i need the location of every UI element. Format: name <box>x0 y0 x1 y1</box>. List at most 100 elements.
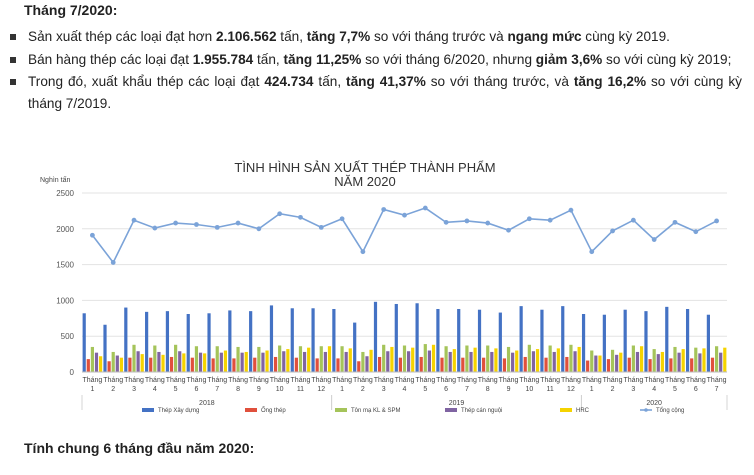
bar <box>656 354 660 372</box>
bar <box>494 348 498 372</box>
bar <box>340 346 344 372</box>
x-tick-prefix: Tháng <box>332 377 352 384</box>
x-tick-prefix: Tháng <box>582 377 602 384</box>
bar <box>706 314 710 372</box>
line-point <box>610 228 615 234</box>
bar <box>502 358 507 372</box>
bar <box>211 358 215 372</box>
bar <box>273 356 278 372</box>
bar <box>315 358 319 372</box>
bar <box>278 345 282 372</box>
bar <box>490 351 494 372</box>
bar <box>606 359 611 372</box>
bar <box>198 352 203 372</box>
bar <box>336 358 340 372</box>
x-tick-label: 7 <box>215 386 219 393</box>
bar <box>82 313 86 372</box>
bar <box>344 351 348 372</box>
bar <box>373 301 378 372</box>
bar <box>594 355 598 372</box>
x-tick-prefix: Tháng <box>374 377 394 384</box>
bar <box>348 348 352 372</box>
line-point <box>547 217 553 223</box>
bar <box>136 351 140 372</box>
bar <box>498 312 502 372</box>
x-tick-prefix: Tháng <box>311 377 331 384</box>
line-point <box>422 205 428 211</box>
line-point <box>589 249 595 255</box>
bar <box>402 345 407 372</box>
x-tick-prefix: Tháng <box>561 377 581 384</box>
bar <box>186 314 190 372</box>
bar <box>203 353 207 372</box>
bar <box>540 309 544 372</box>
bar <box>531 351 536 372</box>
bullet-text: so với cùng kỳ 2019; <box>602 51 732 67</box>
bar <box>427 350 432 372</box>
line-point <box>693 229 699 235</box>
bar <box>569 344 573 372</box>
bullet-list: Sản xuất thép các loại đạt hơn 2.106.562… <box>10 26 742 115</box>
bullet-highlight: tăng 41,37% <box>346 74 426 89</box>
bar <box>469 351 473 372</box>
bar <box>86 359 90 372</box>
legend-label: Ống thép <box>261 407 286 414</box>
x-tick-label: 6 <box>444 386 448 393</box>
bar <box>365 356 369 372</box>
y-tick-label: 1500 <box>56 261 74 270</box>
bar <box>103 324 107 372</box>
bar <box>548 345 552 372</box>
x-tick-prefix: Tháng <box>145 377 165 384</box>
x-tick-prefix: Tháng <box>644 377 664 384</box>
bar <box>465 345 469 372</box>
bar <box>407 351 411 372</box>
line-point <box>214 224 220 230</box>
line-point <box>506 227 511 233</box>
legend-label: Tổng cộng <box>656 407 684 414</box>
bar <box>565 356 569 372</box>
line-point <box>568 207 574 213</box>
x-tick-label: 1 <box>590 386 594 393</box>
bar <box>436 308 440 372</box>
bar <box>165 311 170 372</box>
bullet-text: so với tháng 6/2020, nhưng <box>361 51 536 67</box>
bar <box>590 350 594 372</box>
x-tick-label: 4 <box>153 386 157 393</box>
bar <box>269 305 274 372</box>
line-point <box>131 217 137 223</box>
bar <box>377 356 382 372</box>
line-point <box>464 218 470 224</box>
bar <box>323 351 327 372</box>
bar <box>286 349 290 372</box>
bar <box>669 358 673 372</box>
bar <box>523 356 527 372</box>
x-tick-prefix: Tháng <box>457 377 477 384</box>
bar <box>714 346 719 372</box>
bar <box>153 345 157 372</box>
bar <box>169 356 174 372</box>
bullet-text: tấn, <box>276 29 307 44</box>
y-tick-label: 2500 <box>56 189 74 198</box>
bar <box>677 352 681 372</box>
bar <box>660 351 664 372</box>
bar <box>619 352 623 372</box>
bar <box>111 351 115 372</box>
bar <box>444 346 448 372</box>
bullet-highlight: 1.955.784 <box>192 51 254 67</box>
bar <box>357 361 361 372</box>
line-point <box>381 207 387 212</box>
bullet-highlight: 2.106.562 <box>216 29 277 44</box>
x-tick-prefix: Tháng <box>228 377 248 384</box>
bar <box>644 311 648 372</box>
bar <box>610 349 615 372</box>
bar <box>398 357 402 372</box>
line-point <box>714 218 719 224</box>
bullet-text: tấn, <box>253 51 284 67</box>
bullet-item: Trong đó, xuất khẩu thép các loại đạt 42… <box>10 71 742 114</box>
line-point <box>402 212 407 218</box>
bar <box>452 349 456 372</box>
bullet-dot-icon <box>10 34 16 40</box>
bullet-highlight: tăng 7,7% <box>306 29 371 44</box>
bar <box>232 358 236 372</box>
